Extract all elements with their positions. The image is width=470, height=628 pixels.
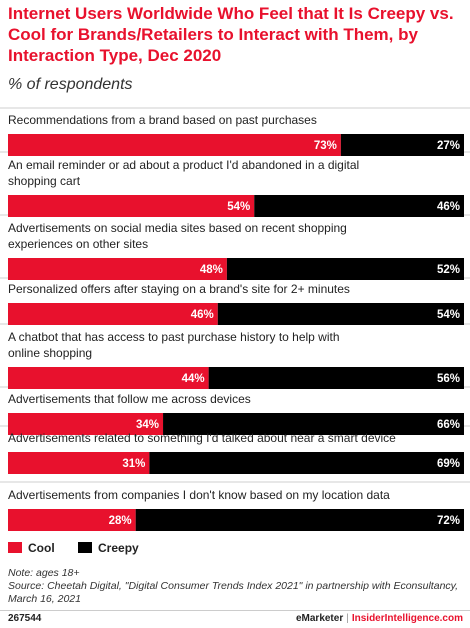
legend: Cool Creepy: [8, 540, 159, 555]
data-label-cool-1: 73%: [314, 140, 337, 152]
bar-cool-4: [8, 303, 218, 325]
data-label-cool-5: 44%: [182, 373, 205, 385]
data-label-creepy-5: 56%: [437, 373, 460, 385]
bar-cool-2: [8, 195, 255, 217]
brand-separator: |: [346, 613, 349, 624]
legend-item-cool: Cool: [8, 541, 55, 555]
data-label-cool-8: 28%: [109, 515, 132, 527]
data-label-cool-6: 34%: [136, 419, 159, 431]
legend-swatch-cool: [8, 541, 22, 553]
chart-id: 267544: [8, 613, 42, 624]
bar-cool-7: [8, 452, 150, 474]
category-label-6: Advertisements that follow me across dev…: [8, 392, 251, 406]
data-label-creepy-1: 27%: [437, 140, 460, 152]
data-label-cool-7: 31%: [122, 458, 145, 470]
data-label-creepy-2: 46%: [437, 201, 460, 213]
data-label-cool-2: 54%: [227, 201, 250, 213]
legend-swatch-creepy: [78, 541, 93, 553]
bar-cool-1: [8, 134, 341, 156]
data-label-creepy-8: 72%: [437, 515, 460, 527]
brand-insider-intelligence[interactable]: InsiderIntelligence.com: [351, 613, 463, 624]
bar-cool-5: [8, 367, 209, 389]
footer-brand: eMarketer | InsiderIntelligence.com: [296, 613, 463, 624]
category-label-1: Recommendations from a brand based on pa…: [8, 113, 317, 127]
category-label-2: An email reminder or ad about a product …: [8, 158, 359, 172]
chart-title: Internet Users Worldwide Who Feel that I…: [8, 4, 454, 65]
legend-item-creepy: Creepy: [78, 541, 139, 555]
legend-label-cool: Cool: [28, 540, 55, 555]
category-label-7: Advertisements related to something I'd …: [8, 431, 396, 445]
category-label-5: A chatbot that has access to past purcha…: [8, 330, 340, 344]
footer-divider: [0, 610, 470, 611]
category-label-8: Advertisements from companies I don't kn…: [8, 488, 390, 502]
legend-label-creepy: Creepy: [98, 540, 139, 555]
stacked-bar-chart: Recommendations from a brand based on pa…: [0, 107, 470, 531]
bar-creepy-1: [340, 134, 464, 156]
category-label-3: experiences on other sites: [8, 237, 148, 251]
bar-creepy-6: [163, 413, 465, 435]
bar-creepy-7: [149, 452, 465, 474]
chart-notes: Note: ages 18+ Source: Cheetah Digital, …: [8, 567, 464, 606]
category-label-5: online shopping: [8, 346, 92, 360]
category-label-3: Advertisements on social media sites bas…: [8, 221, 347, 235]
source-text: Source: Cheetah Digital, "Digital Consum…: [8, 580, 459, 605]
bar-creepy-2: [254, 195, 464, 217]
data-label-creepy-3: 52%: [437, 264, 460, 276]
bar-creepy-8: [135, 509, 464, 531]
bar-cool-6: [8, 413, 164, 435]
bar-cool-8: [8, 509, 136, 531]
bar-creepy-5: [208, 367, 464, 389]
category-label-2: shopping cart: [8, 174, 81, 188]
data-label-creepy-6: 66%: [437, 419, 460, 431]
bar-cool-3: [8, 258, 227, 280]
note-text: Note: ages 18+: [8, 567, 80, 579]
bar-creepy-3: [226, 258, 464, 280]
data-label-cool-4: 46%: [191, 309, 214, 321]
brand-emarketer: eMarketer: [295, 613, 344, 624]
category-label-4: Personalized offers after staying on a b…: [8, 282, 350, 296]
data-label-cool-3: 48%: [200, 264, 223, 276]
data-label-creepy-7: 69%: [437, 458, 460, 470]
chart-subtitle: % of respondents: [8, 76, 133, 93]
data-label-creepy-4: 54%: [437, 309, 460, 321]
bar-creepy-4: [217, 303, 464, 325]
